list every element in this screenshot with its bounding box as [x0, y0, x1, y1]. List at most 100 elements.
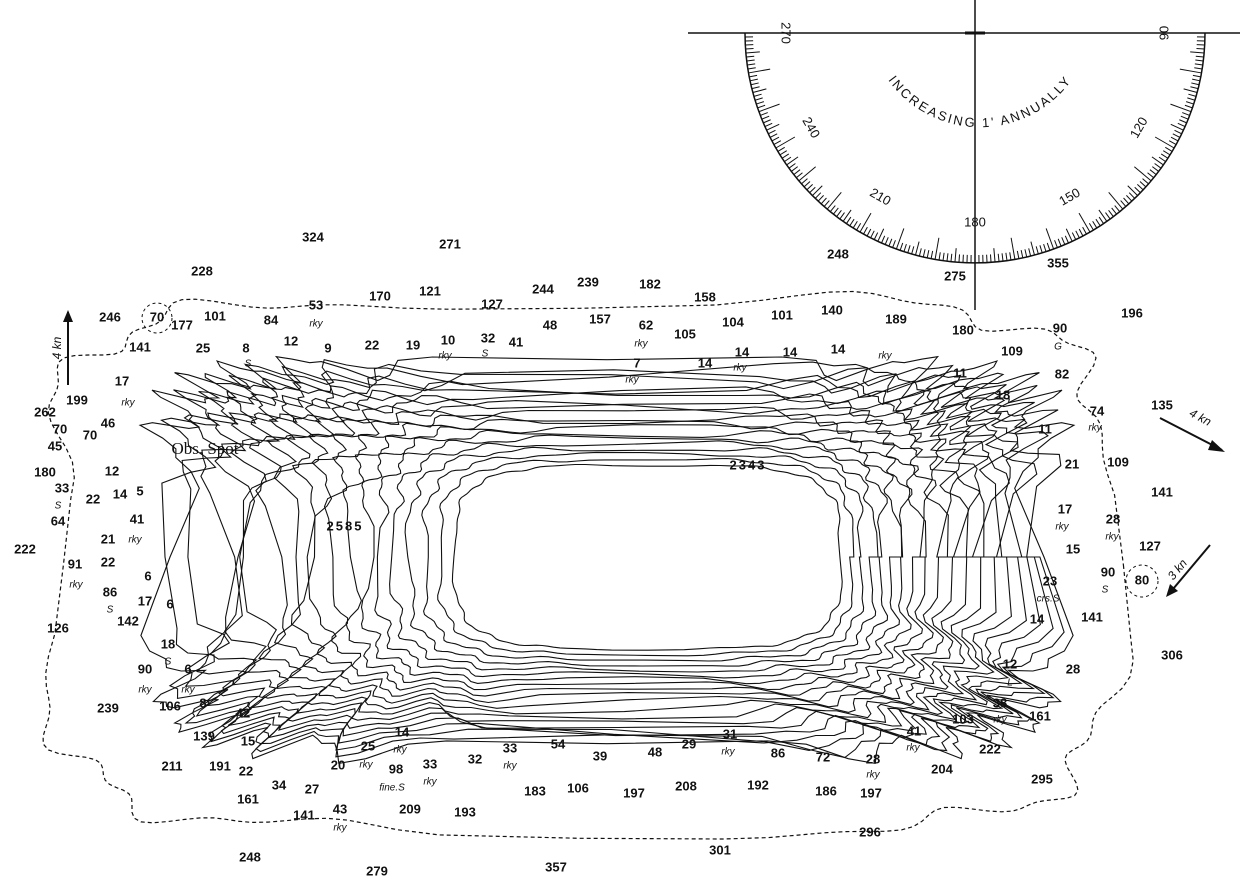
sounding: 41 — [130, 511, 144, 526]
sounding: 39 — [593, 748, 607, 763]
sounding: 72 — [816, 749, 830, 764]
compass-tick — [873, 232, 879, 240]
sounding: 70 — [150, 309, 164, 324]
sounding: 43 — [333, 801, 347, 816]
compass-tick — [888, 238, 893, 247]
compass-tick — [926, 250, 930, 259]
compass-tick — [784, 156, 792, 163]
bottom-note: rky — [309, 319, 323, 330]
compass-tick — [833, 207, 839, 215]
bottom-note: rky — [721, 747, 735, 758]
sounding: 38 — [993, 695, 1007, 710]
compass-tick — [922, 249, 926, 258]
compass-tick — [1128, 192, 1136, 199]
sounding: 127 — [481, 296, 503, 311]
current-rate: 4 kn — [1187, 406, 1214, 429]
sounding: 11 — [953, 365, 967, 380]
compass-tick — [1054, 240, 1058, 248]
compass-tick — [958, 254, 961, 263]
compass-tick — [880, 235, 886, 244]
sounding: 189 — [885, 311, 907, 326]
sounding: 14 — [698, 355, 713, 370]
sounding: 246 — [99, 309, 121, 324]
circled-sounding — [1125, 564, 1159, 598]
sounding: 357 — [545, 859, 567, 874]
sounding: 197 — [623, 785, 645, 800]
compass-tick — [1182, 112, 1190, 116]
sounding: 90 — [138, 661, 152, 676]
compass-tick — [1151, 166, 1159, 172]
bottom-note: rky — [393, 745, 407, 756]
sounding: 141 — [129, 339, 151, 354]
compass-tick — [817, 195, 824, 202]
sounding: 275 — [944, 268, 966, 283]
compass-tick — [1088, 223, 1094, 231]
compass-label: 270 — [779, 22, 794, 44]
sounding: 12 — [1003, 656, 1017, 671]
sounding: 27 — [305, 781, 319, 796]
depth-contour — [42, 290, 1134, 840]
bottom-note: rky — [138, 685, 152, 696]
bottom-note: fine.S — [379, 783, 405, 794]
sounding: 6 — [144, 568, 151, 583]
compass-tick — [1098, 209, 1108, 222]
sounding: 127 — [1139, 538, 1161, 553]
sounding: 31 — [723, 726, 737, 741]
compass-tick — [1154, 136, 1175, 149]
sounding: 70 — [53, 421, 67, 436]
sounding: 248 — [239, 849, 261, 864]
compass-tick — [911, 246, 915, 255]
compass-tick — [1016, 250, 1020, 259]
compass-tick — [1160, 153, 1169, 159]
compass-tick — [1039, 245, 1043, 254]
compass-tick — [1092, 221, 1098, 229]
compass-tick — [1170, 136, 1179, 142]
compass-tick — [814, 192, 822, 199]
compass-tick — [745, 51, 760, 54]
compass-tick — [1105, 212, 1111, 220]
sounding: 15 — [1066, 541, 1080, 556]
sounding: 157 — [589, 311, 611, 326]
elevation-contour — [160, 359, 1065, 759]
sounding: 186 — [815, 783, 837, 798]
bottom-note: rky — [1088, 423, 1102, 434]
bottom-note: rky — [993, 715, 1007, 726]
compass-tick — [757, 104, 766, 109]
compass-tick — [892, 240, 896, 248]
compass-tick — [870, 230, 875, 239]
sounding: 109 — [1107, 454, 1129, 469]
compass-tick — [1179, 68, 1202, 74]
compass-tick — [747, 63, 756, 66]
bottom-note: rky — [69, 580, 83, 591]
sounding: 355 — [1047, 255, 1069, 270]
bottom-note: S — [107, 605, 114, 616]
compass-tick — [1165, 146, 1173, 152]
bottom-note: S — [165, 657, 172, 668]
compass-tick — [791, 166, 799, 172]
compass-tick — [836, 209, 842, 217]
compass-tick — [1163, 150, 1171, 156]
sounding: 17 — [115, 373, 129, 388]
sounding: 18 — [161, 636, 175, 651]
elevation-contour — [273, 400, 969, 715]
sounding: 209 — [399, 801, 421, 816]
sounding: 41 — [509, 334, 523, 349]
sounding: 197 — [860, 785, 882, 800]
sounding: 28 — [1106, 511, 1120, 526]
sounding: 86 — [103, 584, 117, 599]
compass-tick — [856, 223, 862, 231]
sounding: 139 — [193, 728, 215, 743]
compass-tick — [1154, 163, 1162, 169]
sounding: 28 — [1066, 661, 1080, 676]
elevation-contour — [404, 446, 879, 667]
elevation-contour — [209, 374, 1027, 737]
compass-tick — [763, 119, 771, 124]
sounding: 80 — [1135, 572, 1149, 587]
compass-tick — [1098, 216, 1105, 224]
compass-tick — [1123, 197, 1130, 205]
compass-tick — [747, 67, 756, 70]
compass-tick — [907, 245, 911, 254]
compass-tick — [950, 253, 953, 262]
compass-tick — [1180, 115, 1189, 120]
compass-tick — [777, 146, 785, 152]
